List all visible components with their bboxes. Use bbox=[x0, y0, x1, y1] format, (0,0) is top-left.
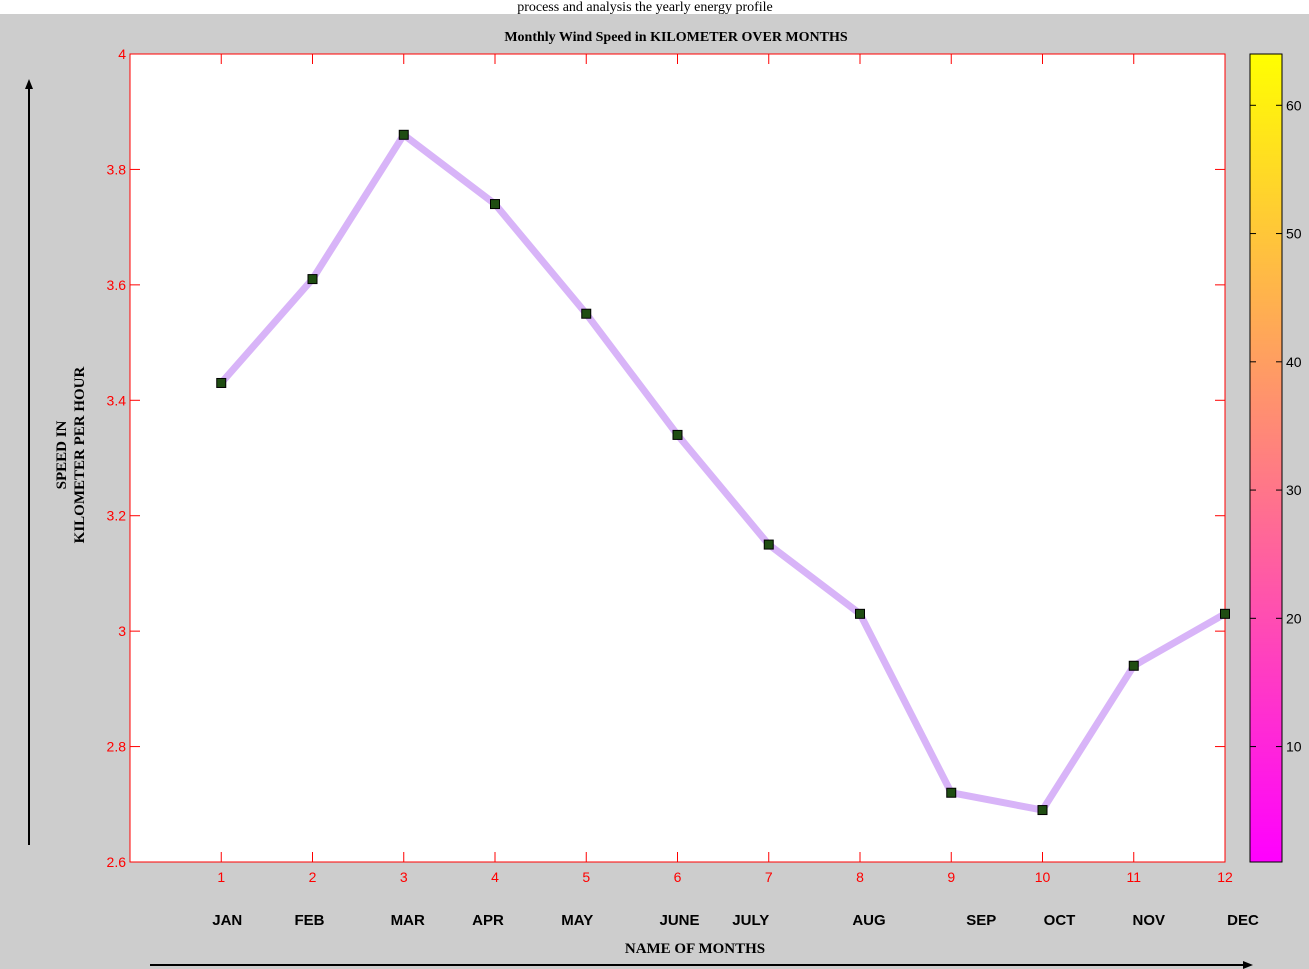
x-tick-label: 7 bbox=[765, 869, 773, 885]
x-tick-label: 5 bbox=[582, 869, 590, 885]
x-tick-label: 10 bbox=[1035, 869, 1051, 885]
y-tick-label: 2.8 bbox=[107, 739, 127, 755]
y-axis-label-line-2: KILOMETER PER HOUR bbox=[72, 366, 88, 543]
colorbar-ticks: 10 20 30 40 50 60 bbox=[1250, 97, 1302, 755]
chart-title: Monthly Wind Speed in KILOMETER OVER MON… bbox=[504, 30, 848, 45]
month-label: FEB bbox=[295, 912, 325, 929]
month-label: APR bbox=[472, 912, 504, 929]
data-point-marker bbox=[398, 129, 409, 140]
y-tick-label: 3.8 bbox=[107, 161, 127, 177]
y-tick-label: 3.6 bbox=[107, 277, 127, 293]
data-point-marker bbox=[763, 539, 774, 550]
month-label: OCT bbox=[1044, 912, 1076, 929]
x-tick-label: 9 bbox=[947, 869, 955, 885]
top-caption-band bbox=[0, 0, 1309, 14]
data-point-marker bbox=[1037, 805, 1048, 816]
y-axis-label-line-1: SPEED IN bbox=[54, 420, 70, 489]
x-tick-label: 1 bbox=[217, 869, 225, 885]
y-axis-label: SPEED IN KILOMETER PER HOUR bbox=[54, 366, 88, 543]
month-labels: JAN FEB MAR APR MAY JUNE JULY AUG SEP OCT NOV DEC bbox=[212, 912, 1259, 929]
colorbar-tick-label: 60 bbox=[1286, 97, 1302, 113]
colorbar-tick-label: 40 bbox=[1286, 354, 1302, 370]
month-label: NOV bbox=[1132, 912, 1165, 929]
plot-area bbox=[129, 53, 1226, 863]
colorbar-tick-label: 30 bbox=[1286, 482, 1302, 498]
month-label: JULY bbox=[732, 912, 769, 929]
x-tick-label: 4 bbox=[491, 869, 499, 885]
month-label: JAN bbox=[212, 912, 242, 929]
data-point-marker bbox=[307, 274, 318, 285]
series-line bbox=[217, 131, 1229, 814]
data-point-marker bbox=[1220, 608, 1230, 619]
data-point-marker bbox=[216, 377, 227, 388]
x-axis-label: NAME OF MONTHS bbox=[625, 941, 765, 957]
y-tick-label: 3 bbox=[118, 623, 126, 639]
top-caption-text: process and analysis the yearly energy p… bbox=[517, 0, 773, 15]
series-markers bbox=[216, 129, 1230, 816]
data-point-marker bbox=[946, 787, 957, 798]
data-point-marker bbox=[1128, 660, 1139, 671]
month-label: MAR bbox=[391, 912, 425, 929]
x-tick-label: 8 bbox=[856, 869, 864, 885]
x-tick-label: 3 bbox=[400, 869, 408, 885]
colorbar-tick-label: 20 bbox=[1286, 610, 1302, 626]
y-tick-label: 4 bbox=[118, 46, 126, 62]
colorbar bbox=[1249, 53, 1283, 863]
x-tick-label: 12 bbox=[1217, 869, 1233, 885]
month-label: DEC bbox=[1227, 912, 1259, 929]
y-tick-label: 3.2 bbox=[107, 508, 127, 524]
data-point-marker bbox=[490, 199, 500, 210]
x-tick-label: 6 bbox=[674, 869, 682, 885]
month-label: MAY bbox=[561, 912, 593, 929]
data-point-marker bbox=[581, 308, 592, 319]
month-label: SEP bbox=[966, 912, 996, 929]
x-axis-ticks: 1 2 3 4 5 6 7 8 9 10 11 12 bbox=[217, 54, 1233, 885]
x-tick-label: 11 bbox=[1126, 869, 1141, 885]
y-tick-label: 2.6 bbox=[107, 854, 127, 870]
month-label: AUG bbox=[852, 912, 885, 929]
y-axis-ticks: 2.6 2.8 3 3.2 3.4 3.6 3.8 4 bbox=[107, 46, 1225, 870]
month-label: JUNE bbox=[659, 912, 699, 929]
colorbar-tick-label: 10 bbox=[1286, 739, 1302, 755]
data-point-marker bbox=[672, 429, 683, 440]
y-tick-label: 3.4 bbox=[107, 392, 127, 408]
data-point-marker bbox=[855, 608, 865, 619]
x-tick-label: 2 bbox=[309, 869, 317, 885]
colorbar-tick-label: 50 bbox=[1286, 226, 1302, 242]
